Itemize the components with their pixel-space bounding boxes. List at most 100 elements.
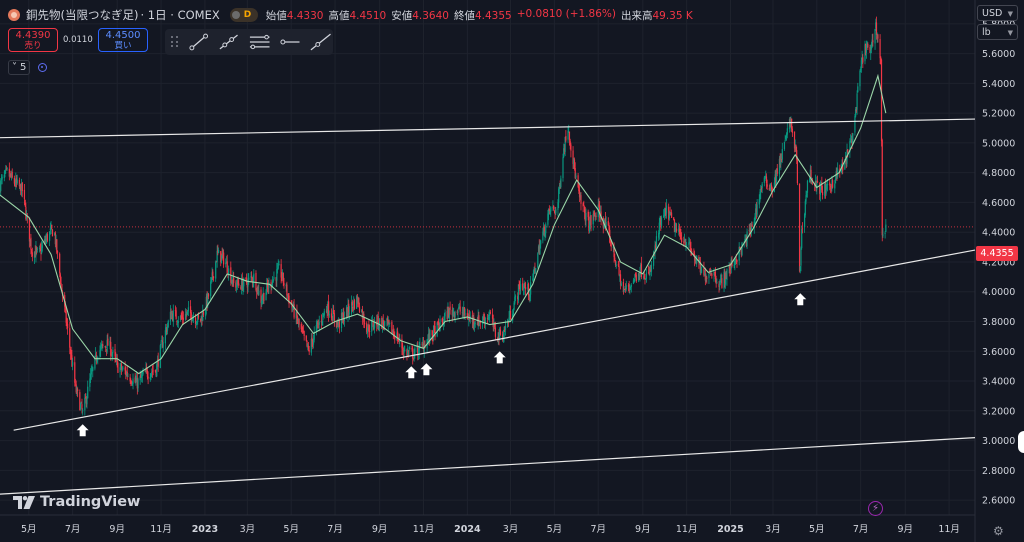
trend-line-icon[interactable] — [186, 31, 211, 53]
candle-body — [749, 227, 751, 232]
candle-body — [39, 248, 41, 250]
candle-body — [619, 274, 621, 276]
candle-body — [194, 317, 197, 324]
candle-body — [325, 310, 328, 312]
candle-body — [780, 159, 783, 160]
candle-body — [768, 187, 770, 191]
indicator-icon[interactable] — [38, 63, 48, 72]
candle-body — [166, 325, 169, 331]
candle-body — [403, 349, 405, 354]
candle-body — [558, 186, 561, 190]
candle-body — [663, 215, 665, 218]
candle-body — [608, 224, 610, 231]
y-tick-label: 3.8000 — [982, 317, 1015, 328]
candle-body — [860, 60, 862, 69]
candle-body — [542, 231, 544, 241]
candle-body — [658, 222, 660, 235]
candle-body — [77, 389, 79, 392]
candle-body — [513, 302, 515, 310]
flash-icon[interactable]: ⚡ — [868, 501, 883, 516]
parallel-channel-icon[interactable] — [247, 31, 272, 53]
last-price-label: 4.4355 — [976, 246, 1018, 261]
candle-body — [171, 313, 174, 321]
candle-body — [879, 38, 881, 59]
buy-button[interactable]: 4.4500 買い — [98, 28, 148, 52]
candle-body — [45, 238, 47, 242]
candle-body — [376, 315, 379, 326]
unit-select[interactable]: lb ▼ — [977, 24, 1018, 40]
candle-body — [24, 199, 26, 206]
candle-body — [257, 285, 259, 295]
candle-body — [130, 381, 132, 384]
sell-button[interactable]: 4.4390 売り — [8, 28, 58, 52]
timeframe-exchange[interactable]: · 1日 · COMEX — [140, 8, 220, 22]
candle-body — [175, 310, 177, 320]
candle-body — [81, 404, 83, 410]
candle-body — [554, 210, 556, 215]
drag-handle-icon[interactable] — [171, 36, 181, 48]
candle-body — [544, 232, 546, 238]
candle-body — [186, 311, 188, 315]
candle-body — [65, 309, 67, 323]
trendline — [13, 249, 976, 431]
candle-body — [230, 280, 233, 284]
candle-body — [862, 57, 864, 63]
candle-body — [91, 369, 93, 371]
indicators-toggle[interactable]: ˅ 5 — [8, 60, 31, 75]
candle-body — [497, 332, 499, 343]
candle-body — [15, 178, 18, 183]
candle-body — [568, 131, 571, 141]
candle-body — [378, 325, 380, 328]
y-tick-label: 3.6000 — [982, 347, 1015, 358]
candle-body — [791, 128, 793, 133]
candle-body — [43, 238, 46, 244]
candle-body — [84, 397, 86, 411]
candle-body — [519, 284, 522, 290]
candle-body — [200, 318, 202, 321]
candle-body — [262, 293, 264, 299]
x-tick-label: 11月 — [413, 524, 435, 535]
candle-body — [41, 245, 44, 248]
candle-body — [648, 271, 650, 276]
candle-body — [176, 320, 178, 322]
extended-line-icon[interactable] — [308, 31, 333, 53]
candle-body — [386, 318, 388, 321]
candle-body — [156, 363, 158, 377]
candle-body — [182, 315, 184, 319]
candle-body — [644, 278, 646, 280]
currency-select[interactable]: USD ▼ — [977, 5, 1018, 21]
candle-body — [205, 296, 207, 311]
candle-body — [141, 374, 143, 377]
candle-body — [301, 327, 303, 330]
candle-body — [121, 369, 123, 371]
candle-body — [307, 345, 310, 350]
candle-body — [522, 287, 525, 289]
candle-body — [180, 316, 182, 318]
candle-body — [246, 284, 248, 288]
candle-body — [3, 174, 5, 179]
market-status-badge[interactable]: D — [229, 8, 258, 22]
candle-body — [755, 208, 757, 216]
ray-icon[interactable] — [216, 31, 241, 53]
candle-body — [558, 188, 560, 203]
tradingview-logo[interactable]: TradingView — [13, 494, 140, 510]
candle-body — [312, 339, 314, 344]
trendline — [0, 118, 976, 139]
candle-body — [463, 307, 466, 315]
candle-body — [16, 179, 18, 184]
candle-body — [223, 252, 225, 265]
horizontal-ray-icon[interactable] — [277, 31, 302, 53]
x-tick-label: 11月 — [938, 524, 960, 535]
candle-body — [397, 331, 399, 341]
candle-body — [770, 183, 772, 191]
side-panel-handle[interactable] — [1018, 431, 1024, 453]
candle-body — [555, 209, 557, 214]
settings-icon[interactable]: ⚙ — [993, 524, 1004, 538]
candle-body — [447, 308, 449, 319]
symbol-name[interactable]: 銅先物(当限つなぎ足) — [26, 8, 139, 22]
candle-body — [311, 337, 313, 342]
candle-body — [38, 247, 41, 249]
candle-body — [754, 216, 756, 223]
